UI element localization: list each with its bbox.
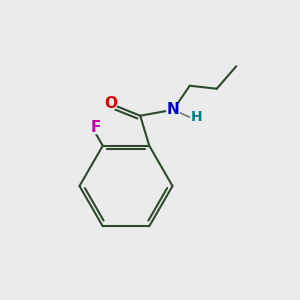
Text: O: O — [104, 96, 117, 111]
Text: N: N — [167, 102, 180, 117]
Text: H: H — [190, 110, 202, 124]
Text: F: F — [91, 120, 101, 135]
Circle shape — [167, 103, 180, 116]
Circle shape — [104, 97, 117, 110]
Circle shape — [90, 122, 102, 134]
Circle shape — [191, 112, 202, 123]
